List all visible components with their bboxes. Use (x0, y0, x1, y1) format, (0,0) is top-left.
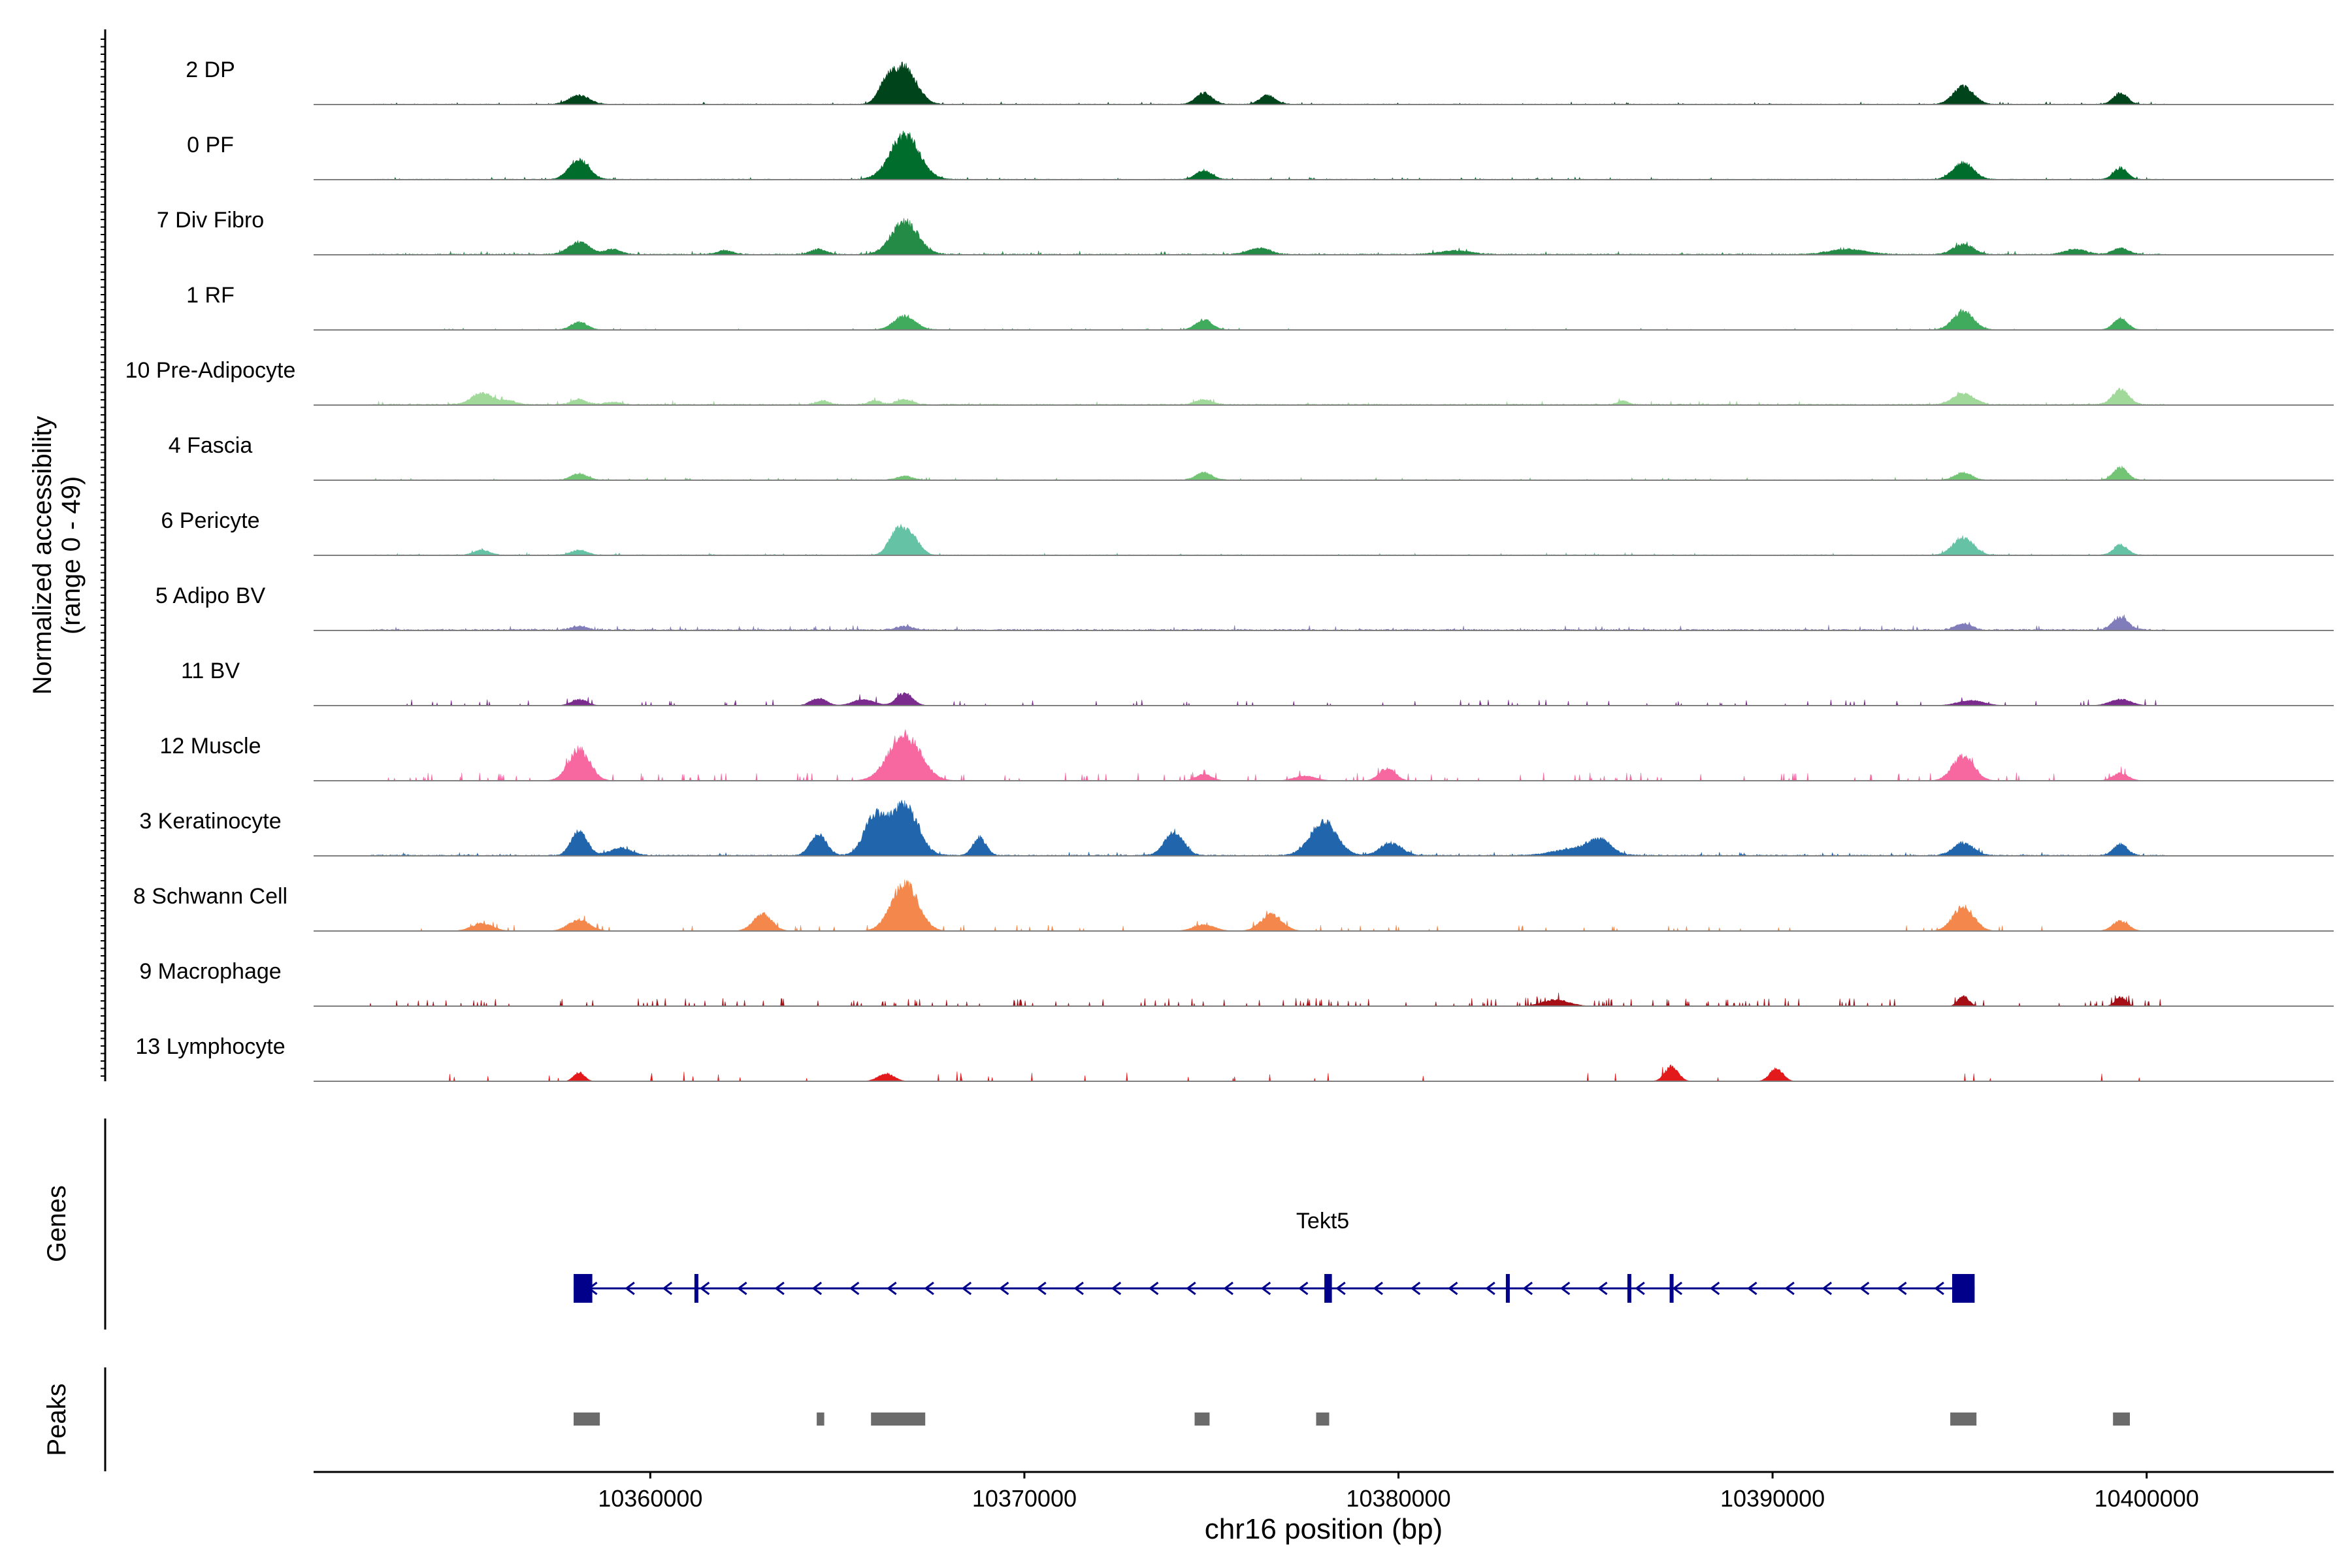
peak-region (871, 1413, 926, 1426)
coverage-area (369, 614, 2166, 631)
track-label: 1 RF (186, 283, 235, 308)
coverage-area (369, 61, 2166, 105)
coverage-area (369, 800, 2166, 857)
strand-chevron (1410, 1281, 1421, 1296)
strand-chevron (1709, 1281, 1720, 1296)
strand-chevron (1747, 1281, 1757, 1296)
strand-chevron (662, 1281, 672, 1296)
track-label: 12 Muscle (160, 734, 261, 759)
peaks-label: Peaks (42, 1383, 71, 1456)
gene-exon (1952, 1274, 1975, 1303)
coverage-area (369, 1064, 2166, 1082)
coverage-area (369, 879, 2166, 932)
strand-chevron (1298, 1281, 1309, 1296)
x-tick-label: 10360000 (598, 1485, 702, 1512)
gene-exon (694, 1274, 698, 1303)
track-label: 7 Div Fibro (157, 208, 264, 233)
strand-chevron (1186, 1281, 1196, 1296)
strand-chevron (1560, 1281, 1571, 1296)
strand-chevron (1335, 1281, 1346, 1296)
strand-chevron (1111, 1281, 1122, 1296)
strand-chevron (737, 1281, 747, 1296)
strand-chevron (1672, 1281, 1682, 1296)
track-label: 8 Schwann Cell (133, 884, 287, 909)
track-label: 4 Fascia (169, 433, 253, 458)
coverage-y-range-label: (range 0 - 49) (57, 476, 86, 634)
peaks-track (574, 1413, 2130, 1426)
track-label: 0 PF (187, 133, 234, 157)
coverage-area (369, 387, 2166, 406)
gene-exon (1669, 1274, 1674, 1303)
strand-chevron (1485, 1281, 1495, 1296)
track-label: 13 Lymphocyte (135, 1034, 285, 1059)
strand-chevron (887, 1281, 897, 1296)
strand-chevron (1859, 1281, 1870, 1296)
coverage-area (369, 218, 2166, 255)
gene-exon (1324, 1274, 1332, 1303)
strand-chevron (1448, 1281, 1458, 1296)
strand-chevron (1260, 1281, 1271, 1296)
coverage-area (369, 523, 2166, 556)
peak-region (1316, 1413, 1330, 1426)
strand-chevron (998, 1281, 1009, 1296)
strand-chevron (1148, 1281, 1159, 1296)
track-label: 10 Pre-Adipocyte (125, 358, 296, 383)
strand-chevron (774, 1281, 785, 1296)
strand-chevron (1635, 1281, 1645, 1296)
x-tick-label: 10370000 (972, 1485, 1077, 1512)
peak-region (574, 1413, 600, 1426)
coverage-area (369, 131, 2166, 180)
track-label: 5 Adipo BV (155, 583, 266, 608)
strand-chevron (811, 1281, 823, 1296)
peak-region (817, 1413, 825, 1426)
strand-chevron (1373, 1281, 1383, 1296)
strand-chevron (1036, 1281, 1047, 1296)
strand-chevron (924, 1281, 934, 1296)
strand-chevron (1597, 1281, 1608, 1296)
strand-chevron (1934, 1281, 1944, 1296)
coverage-area (369, 308, 2166, 331)
track-label: 9 Macrophage (139, 959, 281, 984)
x-axis-label: chr16 position (bp) (1205, 1513, 1443, 1545)
coverage-y-axis-ticks (101, 39, 105, 1077)
gene-name-label: Tekt5 (1296, 1209, 1349, 1233)
peak-region (1194, 1413, 1210, 1426)
strand-chevron (625, 1281, 635, 1296)
track-label: 6 Pericyte (161, 508, 259, 533)
genes-label: Genes (42, 1185, 71, 1262)
gene-exon (1627, 1274, 1631, 1303)
track-label: 3 Keratinocyte (139, 809, 281, 834)
coverage-area (369, 465, 2166, 481)
gene-exon (574, 1274, 593, 1303)
strand-chevron (1821, 1281, 1833, 1296)
coverage-panel: 2 DP 0 PF 7 Div Fibro 1 RF 10 Pre-Adipocyte 4… (125, 57, 2334, 1082)
x-tick-label: 10380000 (1346, 1485, 1450, 1512)
coverage-area (369, 692, 2166, 707)
peak-region (2113, 1413, 2130, 1426)
x-tick-label: 10400000 (2095, 1485, 2199, 1512)
strand-chevron (1223, 1281, 1233, 1296)
strand-chevron (961, 1281, 972, 1296)
strand-chevron (1522, 1281, 1533, 1296)
gene-track: Tekt5 (573, 1209, 1975, 1303)
peak-region (1950, 1413, 1977, 1426)
strand-chevron (849, 1281, 860, 1296)
x-axis-ticks: 10360000 10370000 10380000 10390000 10400000 (598, 1472, 2199, 1512)
x-tick-label: 10390000 (1720, 1485, 1825, 1512)
track-label: 11 BV (181, 659, 240, 683)
strand-chevron (1897, 1281, 1907, 1296)
strand-chevron (699, 1281, 710, 1296)
coverage-area (369, 729, 2166, 782)
coverage-area (369, 992, 2166, 1007)
track-label: 2 DP (186, 57, 235, 82)
gene-exon (1505, 1274, 1510, 1303)
coverage-y-label: Normalized accessibility (28, 416, 57, 695)
strand-chevron (1784, 1281, 1795, 1296)
strand-chevron (1073, 1281, 1084, 1296)
